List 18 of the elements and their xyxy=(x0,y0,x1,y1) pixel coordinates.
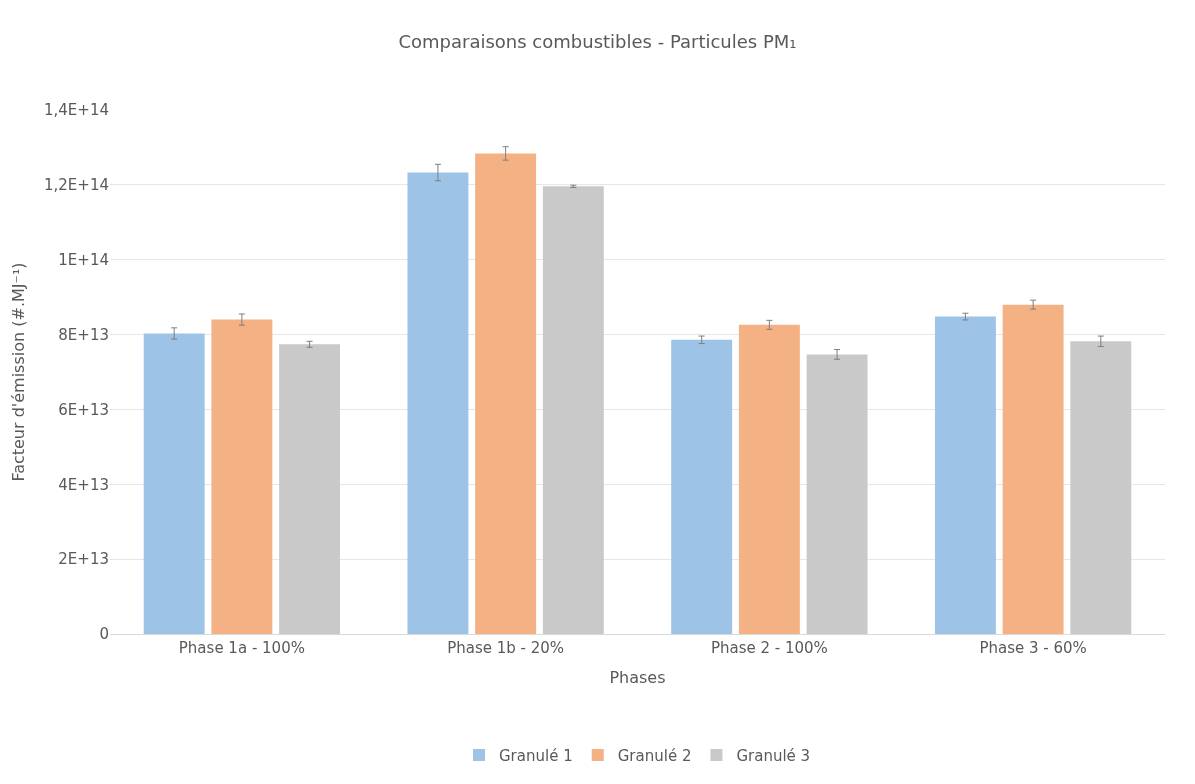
y-axis-title: Facteur d'émission (#.MJ⁻¹) xyxy=(8,262,28,482)
legend-label: Granulé 3 xyxy=(736,746,811,765)
chart-title: Comparaisons combustibles - Particules PM₁ xyxy=(398,30,797,52)
x-axis-title: Phases xyxy=(609,667,666,687)
y-tick-label: 8E+13 xyxy=(58,325,109,344)
x-tick-label: Phase 1b - 20% xyxy=(447,639,565,657)
x-tick-label: Phase 3 - 60% xyxy=(979,639,1087,657)
x-tick-label: Phase 1a - 100% xyxy=(178,639,305,657)
legend-label: Granulé 1 xyxy=(499,746,573,765)
y-tick-label: 1,2E+14 xyxy=(44,176,109,195)
y-tick-label: 1E+14 xyxy=(58,250,109,269)
y-tick-label: 2E+13 xyxy=(58,550,109,569)
x-tick-label: Phase 2 - 100% xyxy=(710,639,828,657)
y-tick-label: 1,4E+14 xyxy=(44,101,109,120)
y-tick-label: 0 xyxy=(99,625,109,644)
legend-label: Granulé 2 xyxy=(617,746,692,765)
y-tick-label: 4E+13 xyxy=(58,475,109,494)
y-tick-label: 6E+13 xyxy=(58,400,109,419)
